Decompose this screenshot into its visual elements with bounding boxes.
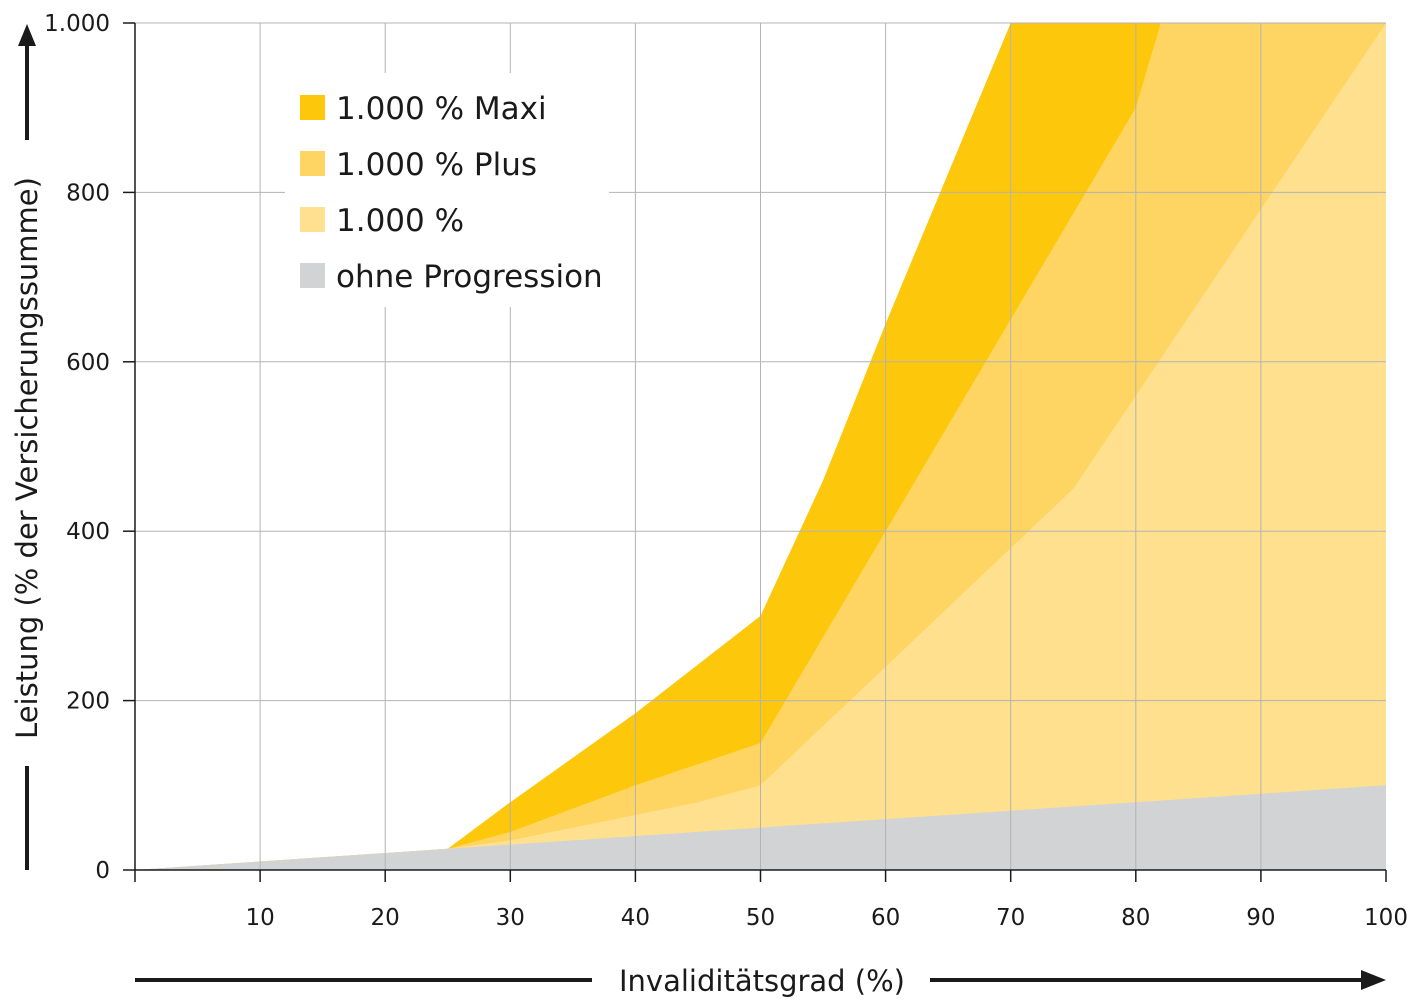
y-axis-label: Leistung (% der Versicherungssumme) (10, 177, 44, 739)
x-axis-label: Invaliditätsgrad (%) (619, 964, 905, 998)
x-tick-label-40: 40 (621, 905, 650, 931)
gridlines (135, 22, 1386, 870)
legend-label-1: 1.000 % Maxi (336, 91, 547, 127)
y-axis-ticks: 0 200 400 600 800 1.000 (44, 11, 135, 884)
legend-label-4: ohne Progression (336, 259, 603, 295)
y-tick-label-1000: 1.000 (44, 11, 110, 37)
legend-label-2: 1.000 % Plus (336, 147, 537, 183)
legend-swatch-4 (300, 263, 325, 288)
x-axis-arrow-head (1361, 970, 1386, 990)
legend-swatch-1 (300, 95, 325, 120)
x-tick-label-50: 50 (746, 905, 775, 931)
y-tick-label-400: 400 (66, 519, 110, 545)
legend-label-3: 1.000 % (336, 203, 464, 239)
y-axis-title-group: Leistung (% der Versicherungssumme) (10, 24, 44, 870)
y-tick-label-0: 0 (95, 858, 110, 884)
x-tick-label-100: 100 (1364, 905, 1408, 931)
y-tick-label-800: 800 (66, 180, 110, 206)
x-tick-label-60: 60 (871, 905, 900, 931)
y-axis-arrow-head (18, 24, 36, 46)
x-tick-label-20: 20 (371, 905, 400, 931)
legend: 1.000 % Maxi 1.000 % Plus 1.000 % ohne Prog… (285, 73, 609, 307)
x-tick-label-30: 30 (496, 905, 525, 931)
x-axis-ticks: 10 20 30 40 50 60 70 80 90 100 (134, 870, 1408, 931)
y-tick-label-600: 600 (66, 350, 110, 376)
area-series-3 (135, 23, 1386, 870)
y-tick-label-200: 200 (66, 689, 110, 715)
x-tick-label-90: 90 (1246, 905, 1275, 931)
legend-background (285, 73, 609, 307)
x-axis-title-group: Invaliditätsgrad (%) (135, 964, 1386, 998)
legend-swatch-3 (300, 207, 325, 232)
legend-swatch-2 (300, 151, 325, 176)
x-tick-label-80: 80 (1121, 905, 1150, 931)
x-tick-label-70: 70 (996, 905, 1025, 931)
x-tick-label-10: 10 (245, 905, 274, 931)
